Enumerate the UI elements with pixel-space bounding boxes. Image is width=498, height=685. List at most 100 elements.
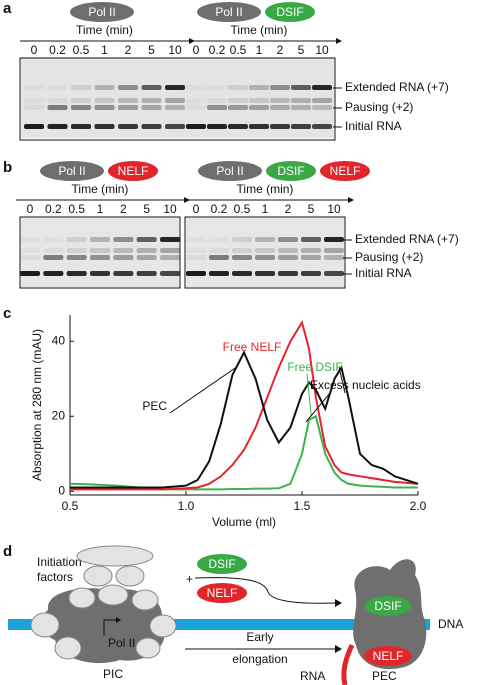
gel-band: [118, 124, 138, 129]
gel-band: [136, 271, 157, 276]
gel-band: [278, 271, 298, 276]
gel-band: [301, 248, 321, 253]
arrow-head: [336, 38, 342, 44]
rna: [341, 643, 355, 685]
gel-band: [160, 271, 180, 276]
lane-label: 5: [298, 43, 305, 57]
gel-band: [141, 124, 162, 129]
factor-label: NELF: [330, 164, 361, 178]
gel-band: [24, 85, 44, 90]
nelf: [197, 583, 247, 603]
gel-band: [141, 98, 162, 103]
band-label: Extended RNA (+7): [355, 232, 459, 246]
gel-band: [301, 271, 321, 276]
gel-band: [249, 105, 269, 110]
factor-pill: [40, 161, 104, 181]
gel-band: [141, 105, 162, 110]
gel-band: [249, 98, 269, 103]
gel-band: [270, 98, 290, 103]
gel-band: [47, 98, 68, 103]
gel-band: [291, 85, 311, 90]
text: DSIF: [208, 557, 235, 571]
factor-pill: [266, 161, 316, 181]
gel-band: [160, 248, 180, 253]
gel-band: [94, 105, 115, 110]
gel-band: [47, 124, 68, 129]
factor: [76, 545, 154, 567]
gel-band: [312, 124, 332, 129]
factor: [83, 565, 113, 587]
lane-label: 2: [277, 43, 284, 57]
gel-band: [94, 124, 115, 129]
text: elongation: [232, 652, 287, 666]
gel-band: [270, 85, 290, 90]
nelf: [364, 646, 412, 666]
gel-band: [186, 271, 206, 276]
series-label: Free DSIF: [287, 360, 342, 374]
factor-label: Pol II: [58, 164, 85, 178]
gel-band: [90, 248, 110, 253]
gel-band: [209, 237, 229, 242]
gel-band: [324, 248, 344, 253]
factor: [135, 637, 161, 659]
band-label: Pausing (+2): [345, 100, 413, 114]
gel-band: [113, 255, 134, 260]
gel-band: [207, 105, 227, 110]
gel-band: [228, 124, 248, 129]
gel-band: [232, 237, 252, 242]
gel-band: [24, 105, 44, 110]
gel-band: [113, 237, 134, 242]
gel-band: [186, 124, 206, 129]
lane-label: 10: [163, 202, 177, 216]
gel-band: [118, 98, 138, 103]
lane-label: 0.5: [73, 43, 90, 57]
panel-label: a: [3, 0, 12, 17]
gel-band: [278, 237, 298, 242]
gel-band: [249, 124, 269, 129]
text: DSIF: [374, 599, 401, 613]
series-label: Free NELF: [223, 340, 282, 354]
factor: [30, 612, 60, 638]
factor-label: NELF: [118, 164, 149, 178]
gel-band: [165, 98, 185, 103]
tss-arrow: [103, 619, 116, 636]
gel-band: [291, 98, 311, 103]
lane-label: 0.5: [68, 202, 85, 216]
gel-band: [249, 85, 269, 90]
gel-band: [232, 255, 252, 260]
lane-label: 0: [193, 202, 200, 216]
gel-band: [141, 85, 162, 90]
y-axis-label: Absorption at 280 nm (mAU): [30, 329, 44, 481]
lane-label: 1: [262, 202, 269, 216]
gel-band: [71, 105, 91, 110]
lane-label: 1: [97, 202, 104, 216]
text: NELF: [207, 586, 238, 600]
gel-band: [324, 237, 344, 242]
gel-band: [270, 105, 290, 110]
arrow-head: [335, 599, 342, 607]
y-tick-label: 0: [58, 483, 65, 497]
lane-label: 0: [27, 202, 34, 216]
gel-band: [165, 124, 185, 129]
lane-label: 0.5: [230, 43, 247, 57]
factor-label: Pol II: [215, 5, 242, 19]
series-line: [70, 350, 419, 489]
panel-label: d: [3, 543, 12, 560]
factor: [97, 584, 129, 606]
gel-band: [160, 255, 180, 260]
factor-pill: [108, 161, 158, 181]
factor: [54, 636, 82, 660]
text: RNA: [300, 669, 325, 683]
gel-band: [43, 255, 64, 260]
lane-label: 10: [315, 43, 329, 57]
factor-pill: [265, 2, 315, 22]
factor-pill: [198, 161, 262, 181]
text: Early: [246, 630, 273, 644]
gel-band: [255, 271, 275, 276]
gel-band: [20, 271, 40, 276]
factor-label: Pol II: [88, 5, 115, 19]
leader: [305, 392, 331, 423]
gel-band: [165, 105, 185, 110]
gel-band: [186, 255, 206, 260]
leader: [338, 367, 346, 394]
